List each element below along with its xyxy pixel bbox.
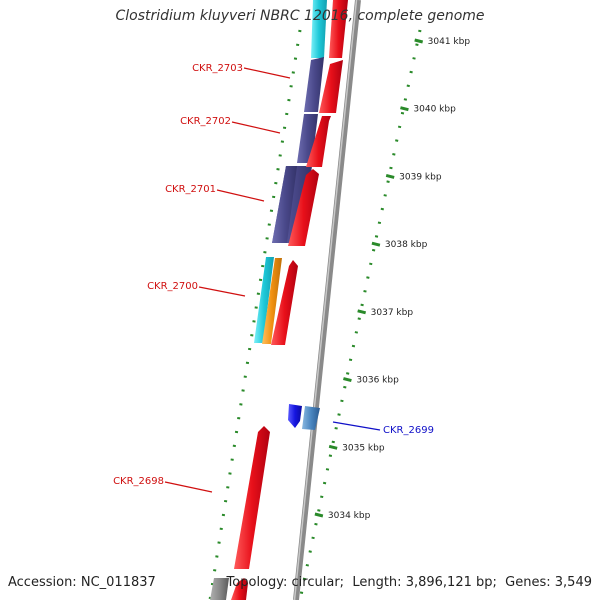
genome-summary: Topology: circular; Length: 3,896,121 bp…	[226, 575, 592, 590]
ruler-tick	[343, 377, 352, 383]
ruler-tick	[414, 38, 424, 44]
ruler-tick	[328, 444, 338, 450]
ruler-tick-label: 3036 kbp	[356, 376, 399, 386]
ruler-tick-label: 3035 kbp	[342, 443, 385, 453]
ruler: 3034 kbp 3035 kbp 3036 kbp 3037 kbp 3038 kbp…	[208, 29, 471, 600]
ruler-tick	[385, 173, 395, 179]
gene-CKR_2699[interactable]	[288, 404, 320, 430]
leader-line-CKR_2701	[216, 189, 265, 202]
leader-line-CKR_2698	[164, 481, 213, 493]
ruler-tick	[400, 106, 409, 112]
gene-CKR_2703[interactable]	[304, 0, 327, 112]
ruler-tick-label: 3040 kbp	[413, 105, 456, 115]
topology-value: circular	[291, 575, 340, 590]
genes-value: 3,549	[554, 575, 592, 590]
ruler-tick-label: 3038 kbp	[385, 240, 428, 250]
gene-gray-bottom	[210, 578, 229, 600]
accession-value: NC_011837	[80, 575, 156, 590]
genome-title: Clostridium kluyveri NBRC 12016, complet…	[115, 8, 485, 24]
gene-label-CKR_2699[interactable]: CKR_2699	[383, 425, 434, 436]
ruler-tick-label: 3037 kbp	[371, 308, 414, 318]
genes-label: Genes:	[505, 575, 551, 590]
leader-lines	[164, 67, 381, 493]
gene-label-CKR_2701[interactable]: CKR_2701	[165, 184, 216, 195]
ruler-tick	[357, 309, 367, 315]
gene-label-CKR_2700[interactable]: CKR_2700	[147, 281, 198, 292]
gene-label-CKR_2703[interactable]: CKR_2703	[192, 63, 243, 74]
gene-label-CKR_2698[interactable]: CKR_2698	[113, 476, 164, 487]
accession-label: Accession:	[8, 575, 77, 590]
genome-backbone	[293, 0, 361, 600]
gene-label-CKR_2702[interactable]: CKR_2702	[180, 116, 231, 127]
leader-line-CKR_2702	[231, 121, 281, 134]
length-label: Length:	[352, 575, 402, 590]
accession-info: Accession: NC_011837	[8, 575, 156, 590]
leader-line-CKR_2700	[198, 286, 246, 297]
ruler-tick-label: 3039 kbp	[399, 172, 442, 182]
ruler-tick	[371, 241, 381, 247]
cds-track	[231, 0, 348, 600]
leader-line-CKR_2699	[332, 421, 381, 431]
topology-label: Topology:	[226, 575, 288, 590]
leader-line-CKR_2703	[243, 67, 291, 79]
length-value: 3,896,121 bp	[405, 575, 493, 590]
ruler-tick	[314, 512, 324, 518]
gene-CKR_2700[interactable]	[254, 257, 282, 344]
ruler-tick-label: 3041 kbp	[428, 37, 471, 47]
ruler-tick-label: 3034 kbp	[328, 511, 371, 521]
